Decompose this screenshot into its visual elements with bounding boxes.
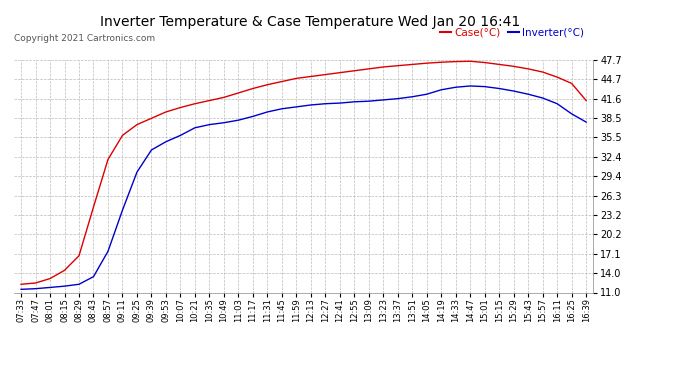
Text: Copyright 2021 Cartronics.com: Copyright 2021 Cartronics.com xyxy=(14,34,155,43)
Text: Inverter Temperature & Case Temperature Wed Jan 20 16:41: Inverter Temperature & Case Temperature … xyxy=(100,15,521,29)
Legend: Case(°C), Inverter(°C): Case(°C), Inverter(°C) xyxy=(436,23,588,42)
